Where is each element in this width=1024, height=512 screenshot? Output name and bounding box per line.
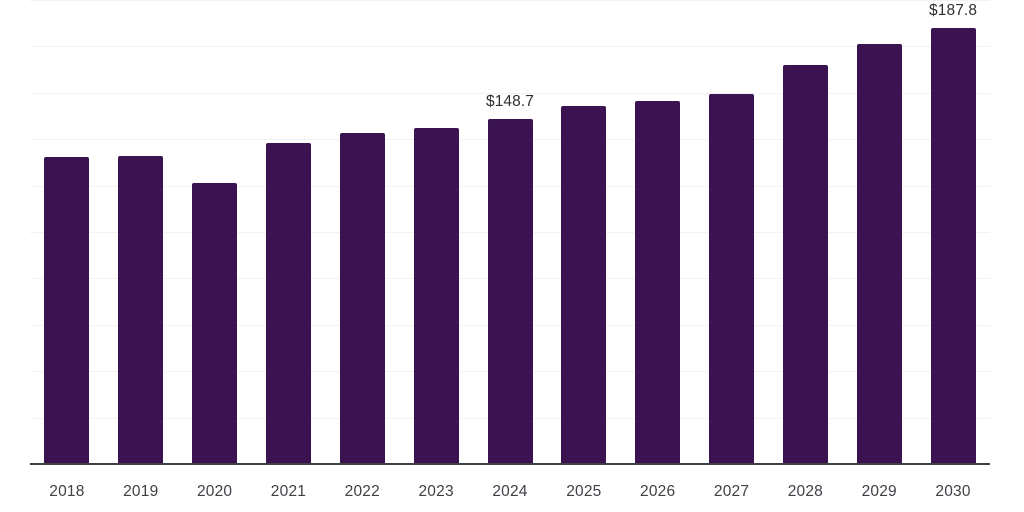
bar-group[interactable]: [635, 0, 681, 464]
bar-group[interactable]: [413, 0, 459, 464]
x-tick-label-2022: 2022: [344, 483, 380, 500]
x-axis: 2018 2019 2020 2021 2022 2023 2024 2025 2026 2027…: [30, 466, 990, 512]
bar-value-label: $148.7: [485, 93, 535, 111]
x-axis-line: [30, 463, 990, 465]
x-tick-label-2018: 2018: [49, 483, 85, 500]
bar-group[interactable]: [265, 0, 311, 464]
gridline: [30, 92, 990, 94]
bar-group[interactable]: $148.7: [485, 0, 535, 464]
x-tick-label-2028: 2028: [787, 483, 824, 500]
bar[interactable]: [709, 93, 755, 464]
bar-group[interactable]: [782, 0, 828, 464]
bar[interactable]: [339, 132, 385, 464]
x-tick-label-2029: 2029: [861, 483, 897, 500]
bar[interactable]: [118, 156, 164, 464]
x-tick-label-2027: 2027: [713, 483, 750, 500]
x-tick-label-2025: 2025: [566, 483, 602, 500]
bar[interactable]: [856, 44, 902, 464]
bar-group[interactable]: [118, 0, 164, 464]
bar-value-label: $187.8: [929, 2, 978, 20]
bar[interactable]: [635, 100, 681, 464]
bar[interactable]: [782, 65, 828, 464]
bar[interactable]: [265, 142, 311, 464]
bar-group[interactable]: [339, 0, 385, 464]
x-tick-label-2030: 2030: [935, 483, 971, 500]
x-tick-label-2021: 2021: [270, 483, 307, 500]
bar[interactable]: [413, 127, 459, 464]
bar[interactable]: [930, 28, 976, 464]
bar[interactable]: [487, 119, 533, 464]
bar-group[interactable]: [709, 0, 755, 464]
x-tick-label-2024: 2024: [492, 483, 528, 500]
bar-group[interactable]: [561, 0, 607, 464]
bar[interactable]: [561, 105, 607, 464]
gridline: [30, 46, 990, 48]
bar-group[interactable]: [44, 0, 90, 464]
gridline: [30, 0, 990, 1]
x-tick-label-2026: 2026: [640, 483, 676, 500]
x-tick-label-2019: 2019: [123, 483, 159, 500]
bar-group[interactable]: [192, 0, 238, 464]
x-tick-label-2020: 2020: [196, 483, 233, 500]
bar[interactable]: [192, 183, 238, 464]
x-tick-label-2023: 2023: [418, 483, 454, 500]
bar[interactable]: [44, 157, 90, 464]
plot-area: $148.7 $187.8: [30, 0, 990, 464]
bar-group[interactable]: [856, 0, 902, 464]
bar-group[interactable]: $187.8: [929, 0, 978, 464]
